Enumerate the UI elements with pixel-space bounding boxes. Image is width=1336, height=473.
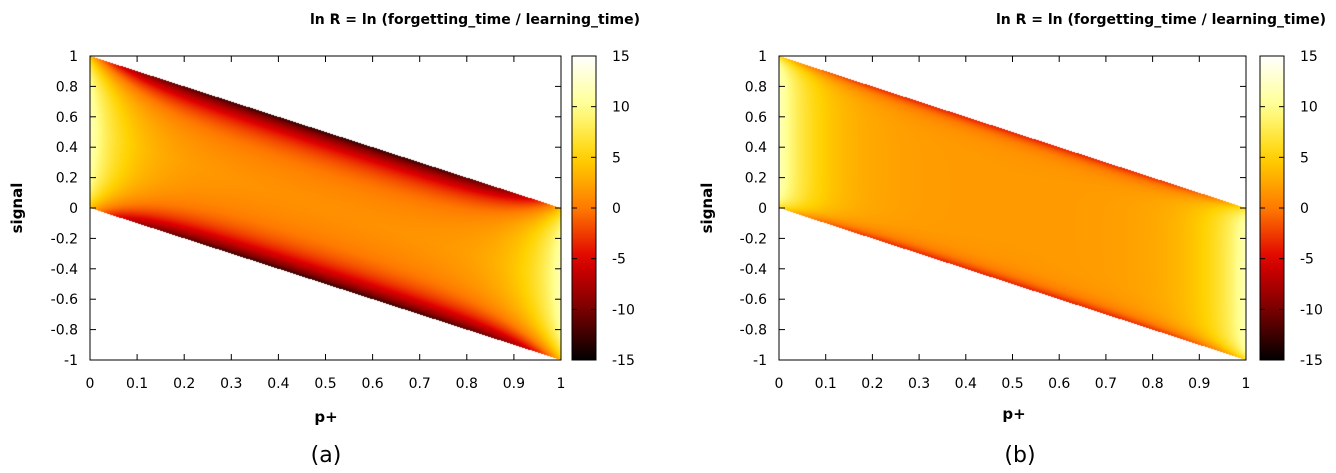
x-tick-label: 1 (557, 376, 566, 392)
y-tick-label: 0.2 (745, 171, 767, 187)
x-tick-label: 0.9 (503, 376, 525, 392)
y-tick-label: 0 (69, 201, 78, 217)
x-tick-label: 0 (775, 376, 784, 392)
x-tick-label: 0.7 (409, 376, 431, 392)
colorbar-tick-label: 15 (612, 49, 630, 65)
colorbar-tick-label: -10 (612, 302, 635, 318)
x-tick-label: 0.5 (314, 376, 336, 392)
y-tick-label: 0 (758, 201, 767, 217)
y-tick-label: 0.4 (745, 140, 767, 156)
y-axis-label: signal (8, 183, 26, 234)
heatmap-region (90, 56, 561, 360)
x-tick-label: 0.6 (1048, 376, 1070, 392)
chart-panel-b: 0 0.1 0.2 0.3 0.4 0.5 0.6 0.7 0.8 0.9 1 1 0.8 0.6 0.4 0… (698, 12, 1326, 468)
colorbar-tick-label: 10 (1300, 100, 1318, 116)
colorbar-tick-label: -15 (612, 353, 635, 369)
panel-caption: (a) (311, 443, 342, 468)
chart-title: ln R = ln (forgetting_time / learning_ti… (310, 12, 640, 28)
y-tick-label: -0.4 (740, 262, 767, 278)
x-tick-label: 0.8 (1141, 376, 1163, 392)
colorbar-tick-label: 10 (612, 100, 630, 116)
colorbar-tick-label: 5 (1300, 150, 1309, 166)
y-tick-label: -0.6 (51, 292, 78, 308)
y-tick-label: 0.6 (56, 110, 78, 126)
chart-title: ln R = ln (forgetting_time / learning_ti… (996, 12, 1326, 28)
x-tick-label: 0.5 (1001, 376, 1023, 392)
y-tick-label: -0.2 (51, 231, 78, 247)
y-axis-label: signal (698, 183, 716, 234)
y-tick-label: -0.6 (740, 292, 767, 308)
colorbar-tick-label: 0 (612, 201, 621, 217)
chart-panel-a: 0 0.1 0.2 0.3 0.4 0.5 0.6 0.7 0.8 0.9 1 1 0.8 0.6 0.4 0… (8, 12, 640, 468)
colorbar-tick-label: -5 (1300, 252, 1314, 268)
y-tick-label: 1 (758, 49, 767, 65)
y-tick-label: 1 (69, 49, 78, 65)
y-tick-label: -0.8 (51, 323, 78, 339)
x-tick-label: 0.1 (815, 376, 837, 392)
x-axis-label: p+ (1002, 405, 1025, 423)
x-axis-label: p+ (314, 408, 337, 426)
x-tick-label: 1 (1242, 376, 1251, 392)
x-tick-label: 0.2 (861, 376, 883, 392)
x-tick-label: 0.4 (267, 376, 289, 392)
colorbar-tick-label: 15 (1300, 49, 1318, 65)
x-tick-label: 0.3 (220, 376, 242, 392)
x-tick-label: 0.8 (456, 376, 478, 392)
x-tick-label: 0.3 (908, 376, 930, 392)
y-tick-label: 0.2 (56, 171, 78, 187)
y-tick-label: -0.2 (740, 231, 767, 247)
x-tick-label: 0 (86, 376, 95, 392)
colorbar-tick-label: -15 (1300, 353, 1323, 369)
y-tick-label: 0.4 (56, 140, 78, 156)
y-tick-label: -0.8 (740, 323, 767, 339)
x-tick-label: 0.4 (955, 376, 977, 392)
y-tick-label: -1 (64, 353, 78, 369)
x-tick-label: 0.9 (1188, 376, 1210, 392)
colorbar-tick-label: -5 (612, 252, 626, 268)
y-tick-label: 0.8 (56, 79, 78, 95)
x-tick-label: 0.1 (126, 376, 148, 392)
y-tick-label: -0.4 (51, 262, 78, 278)
panel-caption: (b) (1004, 443, 1035, 468)
heatmap-region (779, 56, 1246, 360)
colorbar-tick-label: 0 (1300, 201, 1309, 217)
x-tick-label: 0.7 (1095, 376, 1117, 392)
colorbar-tick-label: -10 (1300, 302, 1323, 318)
y-tick-label: -1 (753, 353, 767, 369)
y-tick-label: 0.6 (745, 110, 767, 126)
x-tick-label: 0.6 (361, 376, 383, 392)
colorbar-tick-label: 5 (612, 150, 621, 166)
x-tick-label: 0.2 (173, 376, 195, 392)
y-tick-label: 0.8 (745, 79, 767, 95)
